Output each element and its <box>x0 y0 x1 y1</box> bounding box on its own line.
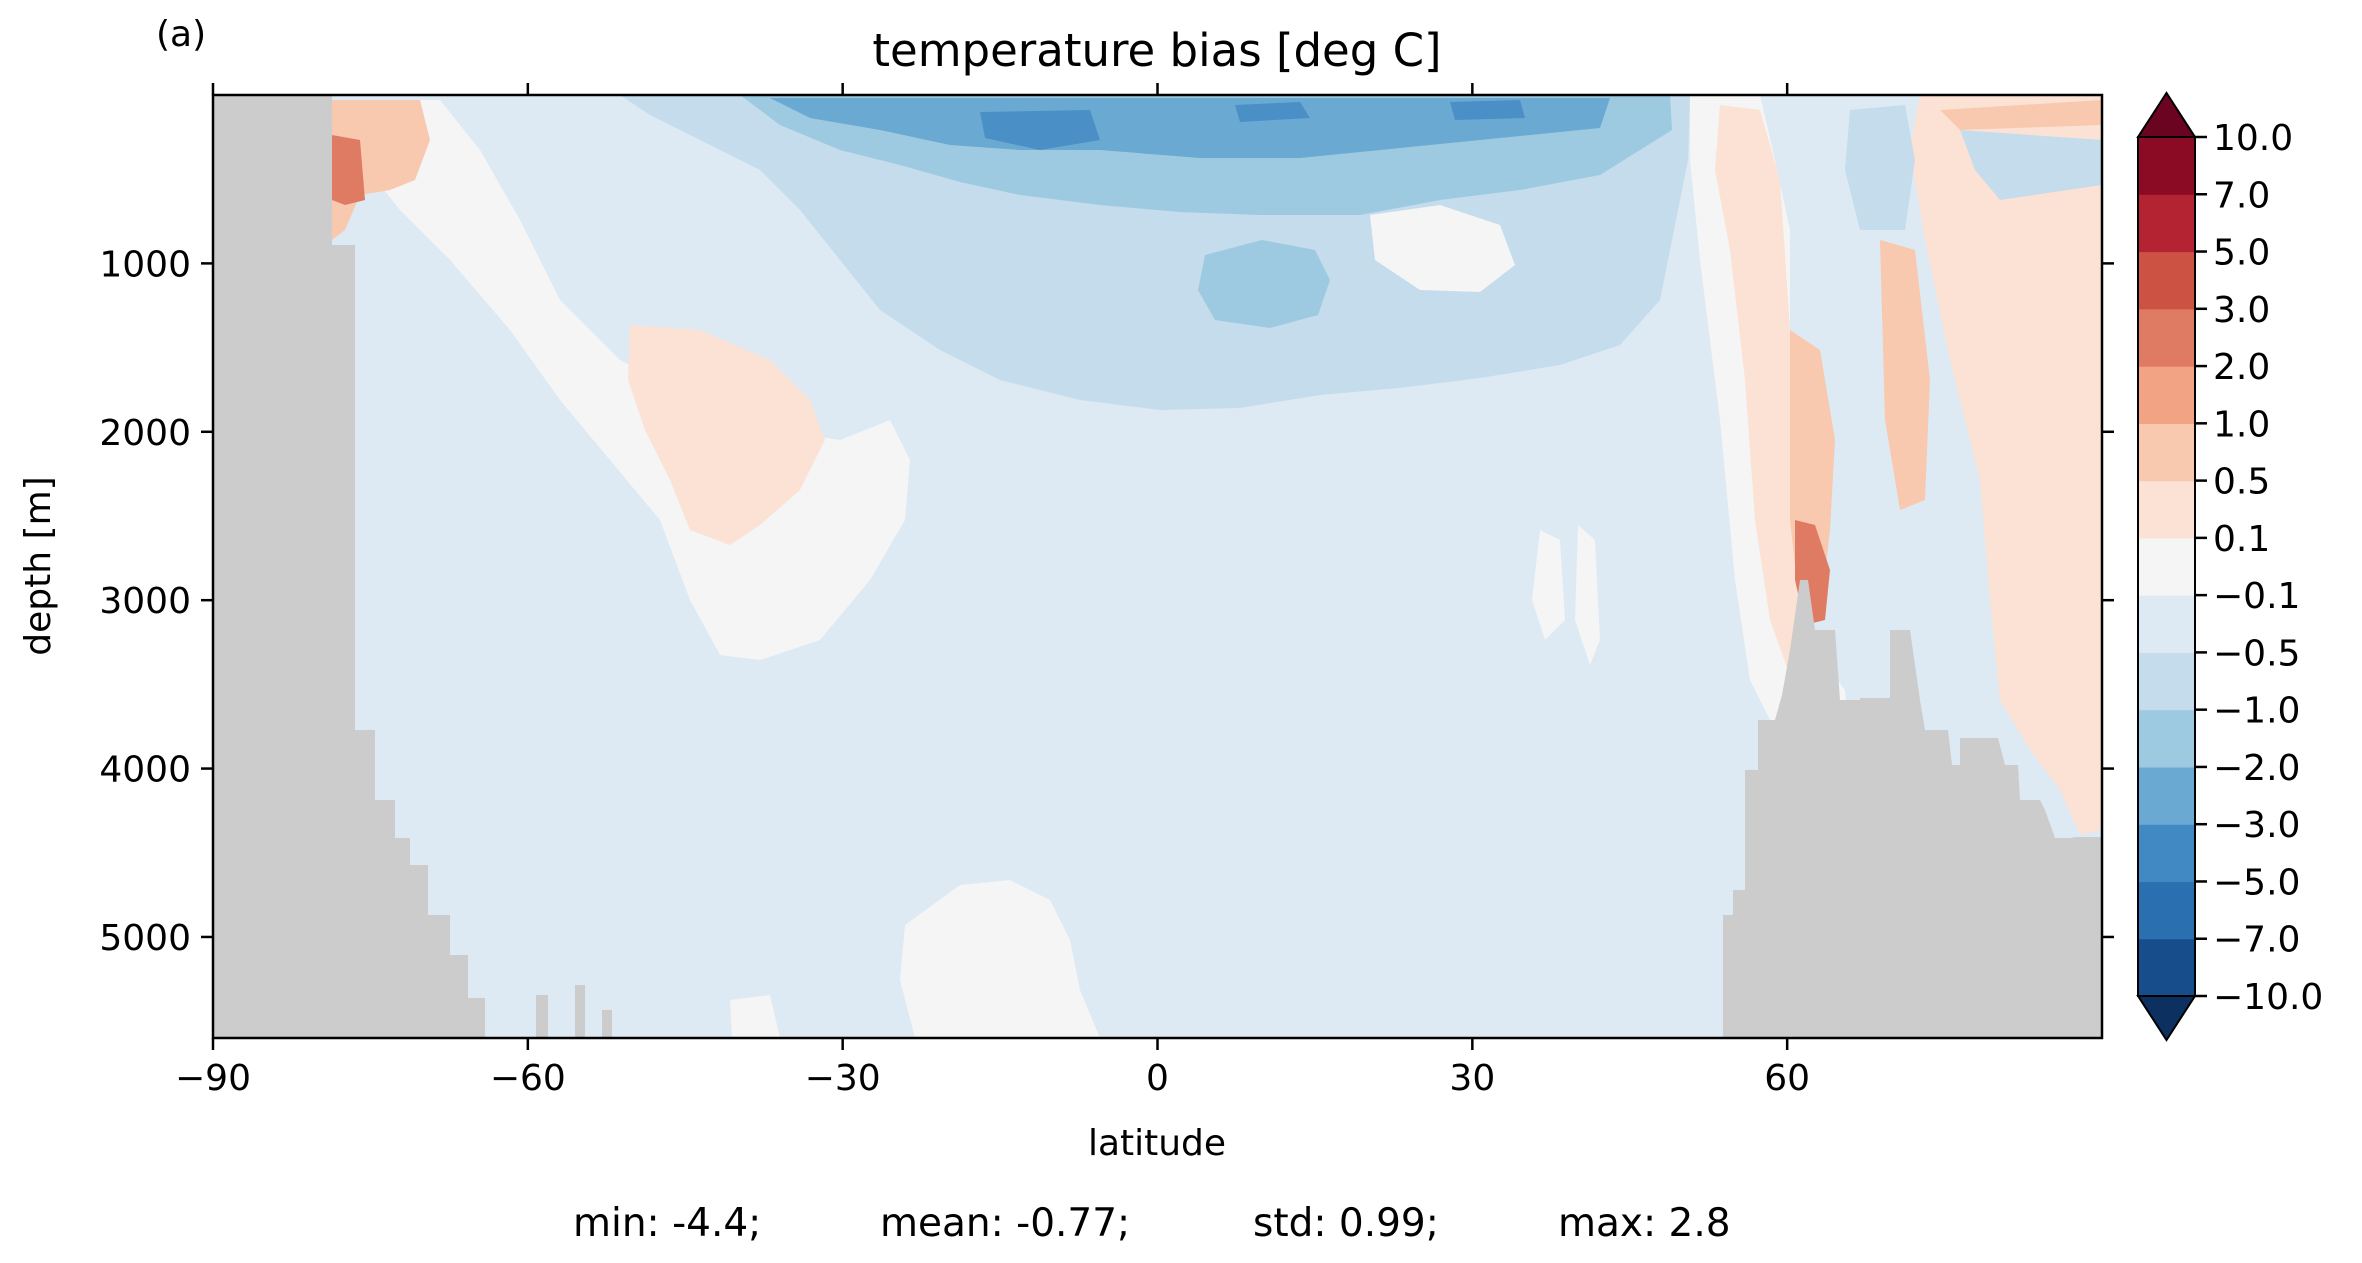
colorbar-segment <box>2138 595 2195 653</box>
colorbar-segment <box>2138 423 2195 482</box>
colorbar-segment <box>2138 824 2195 883</box>
colorbar-tick-label: −1.0 <box>2213 691 2300 732</box>
x-tick-label: −60 <box>490 1058 566 1099</box>
land-mask-northern-ridge <box>1723 580 2102 1038</box>
colorbar-tick-label: 3.0 <box>2213 290 2270 331</box>
colorbar-frame <box>2137 136 2196 997</box>
y-tick-label: 1000 <box>99 244 191 285</box>
y-tick-label: 5000 <box>99 918 191 959</box>
colorbar-tick-label: 2.0 <box>2213 347 2270 388</box>
colorbar-segment <box>2138 308 2195 367</box>
colorbar-segment <box>2138 194 2195 253</box>
colorbar-tick-label: 0.5 <box>2213 462 2270 503</box>
colorbar-segment <box>2138 480 2195 539</box>
y-axis: 1000 2000 3000 4000 5000 <box>99 244 2114 959</box>
x-tick-label: 60 <box>1764 1058 1810 1099</box>
colorbar-tick-label: 5.0 <box>2213 233 2270 274</box>
colorbar-tick-label: 1.0 <box>2213 404 2270 445</box>
colorbar-segment <box>2138 709 2195 768</box>
stat-std: std: 0.99; <box>1253 1201 1439 1246</box>
colorbar-tick-label: −2.0 <box>2213 748 2300 789</box>
colorbar-tick-label: −5.0 <box>2213 862 2300 903</box>
colorbar-segment <box>2138 652 2195 711</box>
y-axis-label: depth [m] <box>18 476 59 655</box>
colorbar-tick-label: −0.1 <box>2213 576 2300 617</box>
x-tick-label: 30 <box>1449 1058 1495 1099</box>
x-tick-label: −30 <box>805 1058 881 1099</box>
antarctic-shelf-positive <box>332 100 430 240</box>
colorbar-tick-label: −10.0 <box>2213 977 2323 1018</box>
colorbar-tick-label: 10.0 <box>2213 118 2293 159</box>
surface-equatorial-core <box>770 98 1610 158</box>
antarctic-shelf-warm-core <box>332 135 365 205</box>
colorbar-tick-label: 7.0 <box>2213 175 2270 216</box>
colorbar-extend-min <box>2136 995 2197 1042</box>
stat-min: min: -4.4; <box>573 1201 761 1246</box>
chart-title: temperature bias [deg C] <box>872 24 1441 77</box>
x-tick-label: −90 <box>175 1058 251 1099</box>
colorbar-extend-max <box>2136 91 2197 138</box>
positive-patch-mid-depth <box>628 325 825 545</box>
colorbar-segment <box>2138 881 2195 940</box>
panel-label: (a) <box>156 14 206 55</box>
colorbar-tick-label: −0.5 <box>2213 633 2300 674</box>
colorbar-tick-label: 0.1 <box>2213 519 2270 560</box>
neutral-deep-patch <box>900 880 1100 1038</box>
stat-mean: mean: -0.77; <box>880 1201 1130 1246</box>
colorbar-segment <box>2138 366 2195 424</box>
colorbar-tick-label: −3.0 <box>2213 805 2300 846</box>
colorbar-segment <box>2138 938 2195 997</box>
colorbar-segment <box>2138 137 2195 195</box>
colorbar: −10.0 −7.0 −5.0 −3.0 −2.0 −1.0 −0.5 −0.1 0.1 0.5 1… <box>2136 91 2323 1042</box>
neutral-patch-mid <box>1370 205 1515 292</box>
surface-equatorial-core-dark <box>980 110 1100 150</box>
y-tick-label: 4000 <box>99 750 191 791</box>
colorbar-segment <box>2138 766 2195 825</box>
x-tick-label: 0 <box>1146 1058 1169 1099</box>
colorbar-tick-label: −7.0 <box>2213 920 2300 961</box>
colorbar-segment <box>2138 537 2195 596</box>
x-axis-label: latitude <box>1088 1123 1226 1164</box>
y-tick-label: 2000 <box>99 413 191 454</box>
x-axis: −90 −60 −30 0 30 60 <box>175 83 1810 1099</box>
y-tick-label: 3000 <box>99 581 191 622</box>
heatmap-area <box>213 95 2102 1038</box>
colorbar-segment <box>2138 251 2195 310</box>
arctic-positive <box>1910 95 2102 835</box>
subsurface-negative-patch <box>1198 240 1330 328</box>
land-mask-antarctica <box>213 95 485 1038</box>
stat-max: max: 2.8 <box>1558 1201 1731 1246</box>
